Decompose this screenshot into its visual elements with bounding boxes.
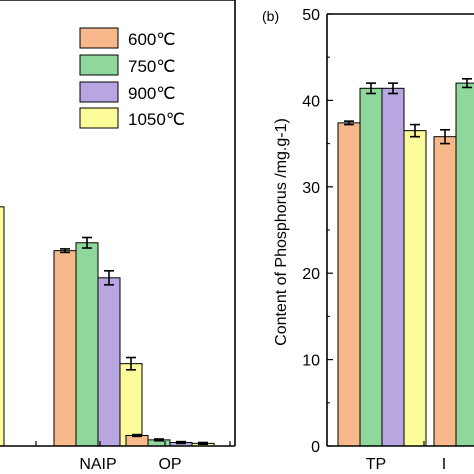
bar-naip-3	[119, 363, 143, 447]
y-tick-label-b-1: 10	[302, 353, 320, 370]
legend-label-2: 900℃	[128, 84, 175, 103]
legend-swatch-0	[79, 27, 119, 49]
legend-label-0: 600℃	[128, 30, 175, 49]
x-tick-label-a-0: NAIP	[79, 456, 116, 473]
legend-swatch-2	[79, 81, 119, 103]
bar-naip-0	[53, 250, 77, 447]
bar-i-0	[433, 136, 457, 447]
bar-tp-3	[403, 130, 427, 447]
bar-partial-left	[0, 206, 5, 447]
x-tick-label-a-1: OP	[158, 456, 181, 473]
y-axis-label-b: Content of Phosphorus /mg.g-1)	[273, 118, 290, 346]
bar-naip-2	[97, 277, 121, 447]
bar-naip-1	[75, 242, 99, 447]
y-tick-label-b-4: 40	[302, 93, 320, 110]
y-tick-label-b-5: 50	[302, 7, 320, 24]
bar-tp-0	[337, 122, 361, 447]
legend-label-1: 750℃	[128, 57, 175, 76]
x-tick-label-b-0: TP	[366, 456, 386, 473]
panel-b: 0 10 20 30 40 50 TP I Content of Phosphorus /mg.…	[262, 7, 474, 473]
y-tick-label-b-0: 0	[311, 439, 320, 456]
panel-a: NAIP OP 600℃ 750℃ 900℃ 1050℃	[0, 0, 236, 473]
legend-swatch-3	[79, 107, 119, 129]
legend-label-3: 1050℃	[128, 110, 185, 129]
y-tick-label-b-3: 30	[302, 180, 320, 197]
bar-tp-1	[359, 87, 383, 447]
x-tick-label-b-1: I	[442, 456, 446, 473]
y-tick-label-b-2: 20	[302, 266, 320, 283]
panel-label-b: (b)	[262, 8, 279, 24]
bar-i-1	[455, 82, 474, 447]
bar-tp-2	[381, 87, 405, 447]
legend-swatch-1	[79, 54, 119, 76]
